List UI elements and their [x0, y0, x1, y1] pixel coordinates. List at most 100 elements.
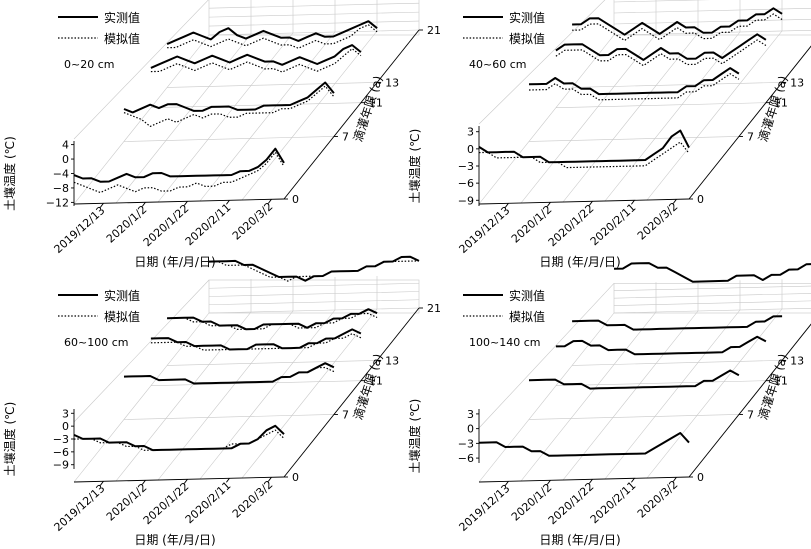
x-tick — [673, 477, 677, 482]
observed-line-year-11 — [150, 44, 362, 69]
z-tick-label: 0 — [292, 471, 299, 484]
y-axis-title: 土壤温度 (℃) — [407, 129, 422, 204]
observed-line-year-7 — [123, 81, 335, 114]
x-tick-label: 2020/1/22 — [546, 480, 597, 527]
x-tick — [226, 478, 230, 483]
simulated-line-year-0 — [478, 141, 690, 169]
floor-gridline — [208, 307, 420, 314]
z-axis-line — [688, 45, 811, 200]
z-tick-label: 11 — [369, 375, 383, 388]
depth-label: 40~60 cm — [469, 58, 526, 71]
floor-gridline — [208, 29, 420, 36]
z-tick-label: 11 — [774, 375, 788, 388]
x-axis-title: 日期 (年/月/日) — [539, 255, 620, 269]
back-wall-gridline — [208, 299, 420, 306]
x-axis-line — [73, 198, 285, 205]
simulated-line-year-7 — [123, 366, 335, 385]
y-tick-label: −12 — [46, 196, 69, 209]
back-wall-gridline — [208, 291, 420, 297]
x-tick — [589, 479, 593, 484]
z-axis-line — [688, 323, 811, 478]
z-tick-label: 7 — [747, 408, 754, 421]
back-wall — [613, 282, 811, 314]
legend-observed-label: 实测值 — [509, 10, 545, 25]
x-axis-title: 日期 (年/月/日) — [134, 533, 215, 547]
y-axis-title: 土壤温度 (℃) — [2, 402, 17, 477]
floor-gridline — [562, 32, 699, 203]
observed-line-year-13 — [572, 315, 783, 331]
floor-gridline — [478, 312, 615, 483]
observed-line-year-21 — [613, 262, 811, 283]
floor-gridline — [167, 360, 378, 366]
floor-gridline — [528, 136, 739, 142]
floor-gridline — [150, 380, 361, 386]
observed-line-year-7 — [528, 67, 740, 96]
floor-gridline — [520, 33, 657, 204]
simulated-line-year-0 — [73, 151, 285, 194]
x-tick-label: 2020/1/22 — [546, 202, 597, 249]
simulated-line-year-11 — [555, 39, 767, 67]
depth-label: 100~140 cm — [469, 336, 540, 349]
floor-gridline — [613, 308, 811, 314]
y-tick-label: 0 — [467, 143, 474, 156]
observed-line-year-21 — [208, 255, 420, 282]
x-tick-label: 2019/12/13 — [457, 204, 513, 256]
x-tick — [100, 481, 104, 486]
floor-gridline — [688, 45, 811, 200]
simulated-line-year-11 — [150, 333, 362, 351]
left-wall-edge — [73, 279, 210, 423]
floor-gridline — [572, 82, 783, 88]
x-axis-line — [73, 476, 285, 483]
floor-gridline — [157, 310, 294, 481]
z-tick-label: 13 — [385, 354, 399, 367]
x-tick-label: 2020/2/11 — [588, 479, 639, 526]
back-wall-gridline — [208, 20, 420, 27]
x-tick-label: 2020/1/22 — [141, 202, 192, 249]
back-wall-gridline — [613, 0, 711, 3]
simulated-line-year-0 — [73, 429, 285, 451]
floor-gridline — [199, 309, 336, 480]
observed-line-year-11 — [150, 328, 362, 351]
z-tick-label: 0 — [697, 193, 704, 206]
z-tick-label: 0 — [292, 193, 299, 206]
y-tick-label: 3 — [467, 408, 474, 421]
x-tick — [142, 480, 146, 485]
simulated-line-year-11 — [150, 48, 362, 73]
back-wall-gridline — [613, 19, 811, 25]
left-wall-edge — [478, 283, 615, 429]
depth-label: 0~20 cm — [64, 58, 114, 71]
floor-gridline — [167, 82, 378, 88]
x-tick — [505, 203, 509, 208]
simulated-line-year-7 — [528, 73, 740, 101]
y-tick-label: −9 — [458, 194, 474, 207]
z-tick-label: 11 — [369, 97, 383, 110]
floor-gridline — [241, 308, 378, 479]
floor-gridline — [646, 30, 783, 201]
z-tick-label: 11 — [774, 97, 788, 110]
x-tick — [673, 199, 677, 204]
floor-gridline — [555, 102, 766, 108]
back-wall-gridline — [208, 2, 420, 9]
z-tick-label: 13 — [790, 76, 804, 89]
axes — [478, 323, 811, 483]
y-tick-label: −6 — [458, 177, 474, 190]
floor-gridline — [604, 31, 741, 202]
x-axis-title: 日期 (年/月/日) — [539, 533, 620, 547]
x-tick-label: 2020/3/2 — [230, 200, 275, 243]
legend-simulated-label: 模拟值 — [509, 31, 545, 46]
x-tick-label: 2019/12/13 — [52, 204, 108, 256]
x-tick — [268, 199, 272, 204]
x-tick-label: 2019/12/13 — [52, 482, 108, 534]
back-wall-gridline — [208, 282, 420, 289]
x-tick — [631, 200, 635, 205]
legend-simulated-label: 模拟值 — [104, 31, 140, 46]
floor-gridline — [199, 31, 336, 202]
floor-gridline — [555, 380, 766, 386]
y-tick-label: 0 — [62, 153, 69, 166]
floor-gridline — [241, 30, 378, 201]
z-tick-label: 13 — [790, 354, 804, 367]
observed-line-year-11 — [555, 335, 767, 356]
